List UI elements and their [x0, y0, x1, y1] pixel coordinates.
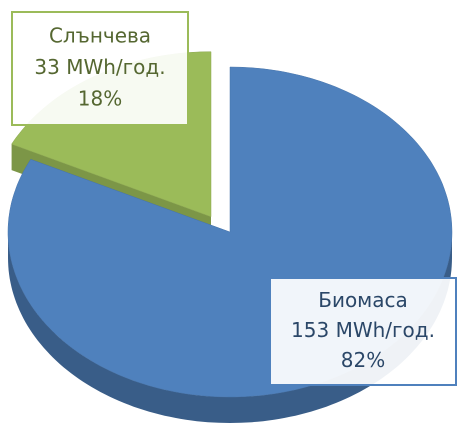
percent-label: 82%	[341, 348, 385, 372]
percent-label: 18%	[78, 87, 122, 111]
value-label: 153 MWh/год.	[291, 318, 435, 342]
category-label: Биомаса	[318, 288, 408, 312]
category-label: Слънчева	[49, 23, 151, 47]
label-box	[11, 11, 189, 126]
label-box	[269, 277, 457, 386]
value-label: 33 MWh/год.	[34, 55, 165, 79]
